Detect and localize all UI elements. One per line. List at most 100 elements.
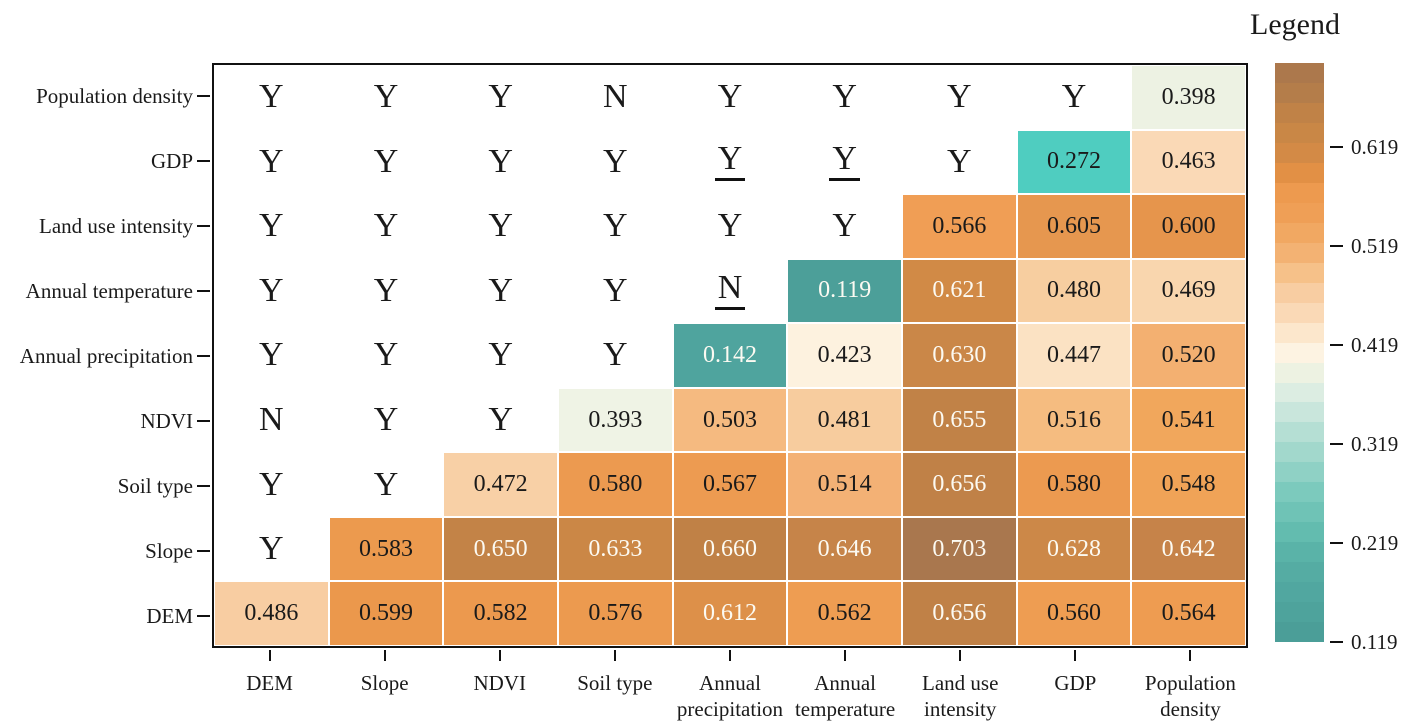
cell-letter: Y — [373, 465, 399, 503]
x-axis-label: GDP — [1054, 671, 1097, 695]
heatmap-cell: 0.514 — [787, 452, 902, 517]
colorbar-band — [1275, 262, 1324, 283]
cell-value: 0.463 — [1161, 148, 1216, 175]
cell-letter: Y — [488, 207, 513, 245]
cell-value: 0.393 — [588, 406, 643, 433]
colorbar-tick — [1330, 344, 1343, 347]
cell-letter: Y — [488, 401, 513, 439]
heatmap-cell: 0.703 — [901, 516, 1017, 582]
heatmap-cell: 0.646 — [787, 516, 902, 582]
heatmap-cell: Y — [443, 65, 558, 130]
x-axis-tick — [1189, 650, 1192, 661]
cell-value: 0.472 — [473, 471, 528, 498]
y-axis-tick — [197, 419, 210, 422]
cell-value: 0.119 — [818, 277, 872, 304]
heatmap-cell: 0.660 — [672, 516, 788, 582]
cell-value: 0.642 — [1161, 535, 1216, 562]
cell-value: 0.655 — [932, 406, 987, 433]
cell-value: 0.548 — [1161, 471, 1216, 498]
cell-letter: Y — [373, 401, 399, 439]
heatmap-cell: 0.633 — [557, 516, 673, 582]
y-axis-tick — [197, 484, 210, 487]
cell-value: 0.516 — [1046, 406, 1101, 433]
cell-letter: N — [714, 271, 746, 311]
cell-letter: Y — [832, 207, 857, 245]
colorbar-band — [1275, 422, 1324, 443]
colorbar-tick-label: 0.519 — [1351, 234, 1399, 259]
cell-value: 0.650 — [473, 535, 528, 562]
colorbar-band — [1275, 382, 1324, 403]
heatmap-cell: 0.520 — [1131, 323, 1246, 388]
cell-letter: Y — [603, 336, 628, 374]
heatmap-cell: 0.655 — [901, 387, 1017, 453]
y-axis-label: Annual precipitation — [19, 343, 193, 368]
heatmap-cell: Y — [443, 323, 558, 388]
heatmap-cell: Y — [214, 258, 329, 324]
cell-value: 0.423 — [817, 341, 872, 368]
x-axis-label: NDVI — [473, 671, 527, 695]
heatmap-cell: 0.628 — [1016, 516, 1132, 582]
cell-value: 0.272 — [1046, 148, 1101, 175]
colorbar-band — [1275, 142, 1324, 163]
colorbar-band — [1275, 482, 1324, 503]
cell-letter: Y — [947, 142, 972, 180]
cell-letter: Y — [947, 78, 972, 116]
colorbar-tick — [1330, 641, 1343, 643]
cell-value: 0.582 — [473, 600, 528, 627]
heatmap-cell: 0.566 — [901, 194, 1017, 259]
cell-letter: Y — [259, 465, 284, 503]
y-axis-tick — [197, 354, 210, 357]
heatmap-cell: 0.486 — [214, 581, 329, 646]
heatmap-cell: 0.447 — [1016, 323, 1132, 388]
cell-value: 0.469 — [1161, 277, 1216, 304]
x-axis-tick — [1074, 650, 1077, 661]
heatmap-cell: Y — [443, 258, 558, 324]
cell-letter: Y — [488, 336, 513, 374]
cell-letter: Y — [373, 271, 399, 309]
colorbar-tick — [1330, 146, 1343, 149]
cell-letter: Y — [373, 207, 399, 245]
cell-letter: Y — [488, 78, 513, 116]
y-axis-tick — [197, 224, 210, 227]
heatmap-cell: 0.583 — [328, 516, 444, 582]
x-axis-label: Soil type — [577, 671, 653, 695]
heatmap-cell: Y — [787, 194, 902, 259]
colorbar-tick-label: 0.119 — [1351, 630, 1398, 654]
colorbar-tick-label: 0.219 — [1351, 531, 1399, 556]
heatmap-cell: 0.480 — [1016, 258, 1132, 324]
heatmap-cell: 0.393 — [557, 387, 673, 453]
cell-value: 0.398 — [1161, 83, 1216, 110]
heatmap-cell: Y — [557, 258, 673, 324]
heatmap-cell: Y — [328, 323, 444, 388]
heatmap-cell: 0.564 — [1131, 581, 1246, 646]
colorbar-band — [1275, 442, 1324, 463]
heatmap-cell: Y — [214, 194, 329, 259]
heatmap-cell: Y — [214, 452, 329, 517]
cell-letter: Y — [373, 336, 399, 374]
cell-letter: Y — [717, 78, 743, 116]
colorbar-band — [1275, 402, 1324, 423]
heatmap-cell: 0.600 — [1131, 194, 1246, 259]
cell-value: 0.564 — [1161, 600, 1216, 627]
colorbar-band — [1275, 562, 1324, 583]
cell-letter: Y — [603, 207, 628, 245]
colorbar-band — [1275, 63, 1324, 83]
heatmap-cell: 0.580 — [557, 452, 673, 517]
heatmap-cell: 0.560 — [1016, 581, 1132, 646]
heatmap-cell: Y — [1016, 65, 1132, 130]
cell-value: 0.567 — [702, 471, 757, 498]
colorbar-tick — [1330, 542, 1343, 545]
cell-value: 0.612 — [702, 600, 757, 627]
colorbar-band — [1275, 162, 1324, 183]
heatmap-cell: Y — [672, 65, 788, 130]
colorbar-tick-label: 0.319 — [1351, 432, 1399, 457]
y-axis-label: GDP — [150, 148, 193, 173]
heatmap-cell: Y — [901, 65, 1017, 130]
cell-letter: Y — [373, 142, 399, 180]
heatmap-cell: Y — [214, 129, 329, 195]
cell-value: 0.560 — [1046, 600, 1101, 627]
cell-value: 0.660 — [702, 535, 757, 562]
colorbar-band — [1275, 362, 1324, 383]
heatmap-cell: Y — [787, 65, 902, 130]
heatmap-cell: 0.567 — [672, 452, 788, 517]
